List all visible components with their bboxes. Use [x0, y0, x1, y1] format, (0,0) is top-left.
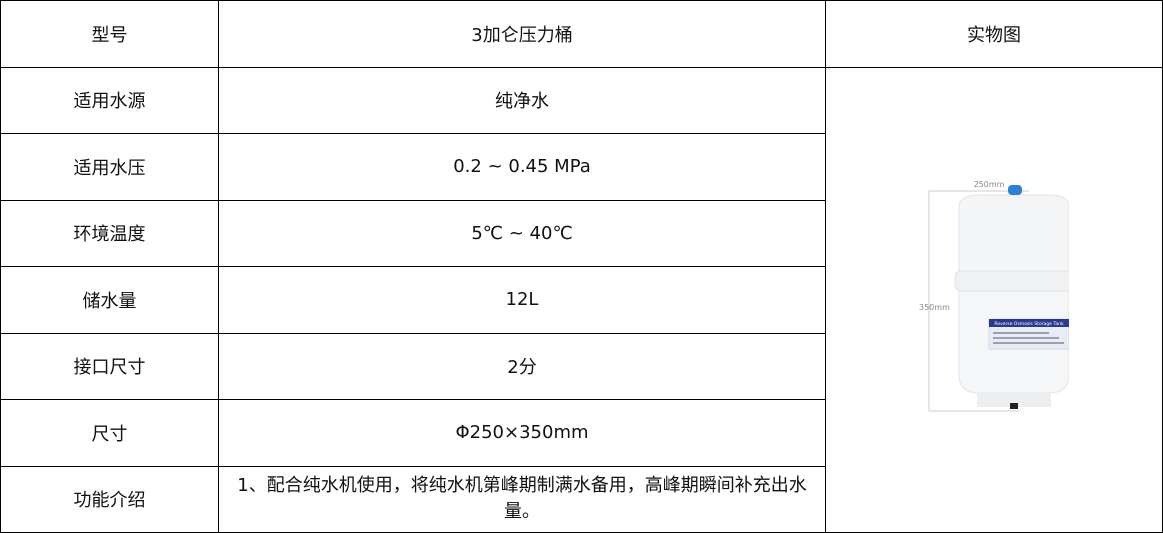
table-row: 接口尺寸 2分	[0, 332, 1163, 400]
table-row: 适用水压 0.2 ~ 0.45 MPa	[0, 133, 1163, 201]
row-label: 适用水源	[0, 66, 219, 134]
product-image: 250mm 350mm Reverse Osmosis Storage Tank	[919, 180, 1069, 412]
table-row: 尺寸 Φ250×350mm	[0, 399, 1163, 467]
table-row: 储水量 12L	[0, 266, 1163, 334]
row-value: 2分	[218, 332, 826, 400]
row-value: 1、配合纯水机使用，将纯水机第峰期制满水备用，高峰期瞬间补充出水量。	[218, 465, 826, 533]
row-value: 纯净水	[218, 66, 826, 134]
row-label: 尺寸	[0, 399, 219, 467]
row-label: 适用水压	[0, 133, 219, 201]
product-image-cell: 250mm 350mm Reverse Osmosis Storage Tank	[825, 66, 1163, 533]
tank-cap-icon	[1008, 184, 1022, 195]
row-value: 12L	[218, 266, 826, 334]
row-label: 储水量	[0, 266, 219, 334]
table-header-row: 型号 3加仑压力桶 实物图	[0, 0, 1163, 68]
header-value: 3加仑压力桶	[218, 0, 826, 68]
table-row: 环境温度 5℃ ~ 40℃	[0, 199, 1163, 267]
row-label: 接口尺寸	[0, 332, 219, 400]
tank-label: Reverse Osmosis Storage Tank	[994, 321, 1064, 327]
row-label: 环境温度	[0, 199, 219, 267]
row-value: 5℃ ~ 40℃	[218, 199, 826, 267]
row-value: 0.2 ~ 0.45 MPa	[218, 133, 826, 201]
height-dimension-label: 350mm	[919, 303, 950, 312]
table-row: 功能介绍 1、配合纯水机使用，将纯水机第峰期制满水备用，高峰期瞬间补充出水量。	[0, 465, 1163, 533]
table-row: 适用水源 纯净水 250mm 350mm Reverse Osmosis Sto…	[0, 66, 1163, 533]
header-label: 型号	[0, 0, 219, 68]
row-value: Φ250×350mm	[218, 399, 826, 467]
row-label: 功能介绍	[0, 465, 219, 533]
header-image-label: 实物图	[825, 0, 1163, 68]
width-dimension-label: 250mm	[974, 180, 1005, 189]
